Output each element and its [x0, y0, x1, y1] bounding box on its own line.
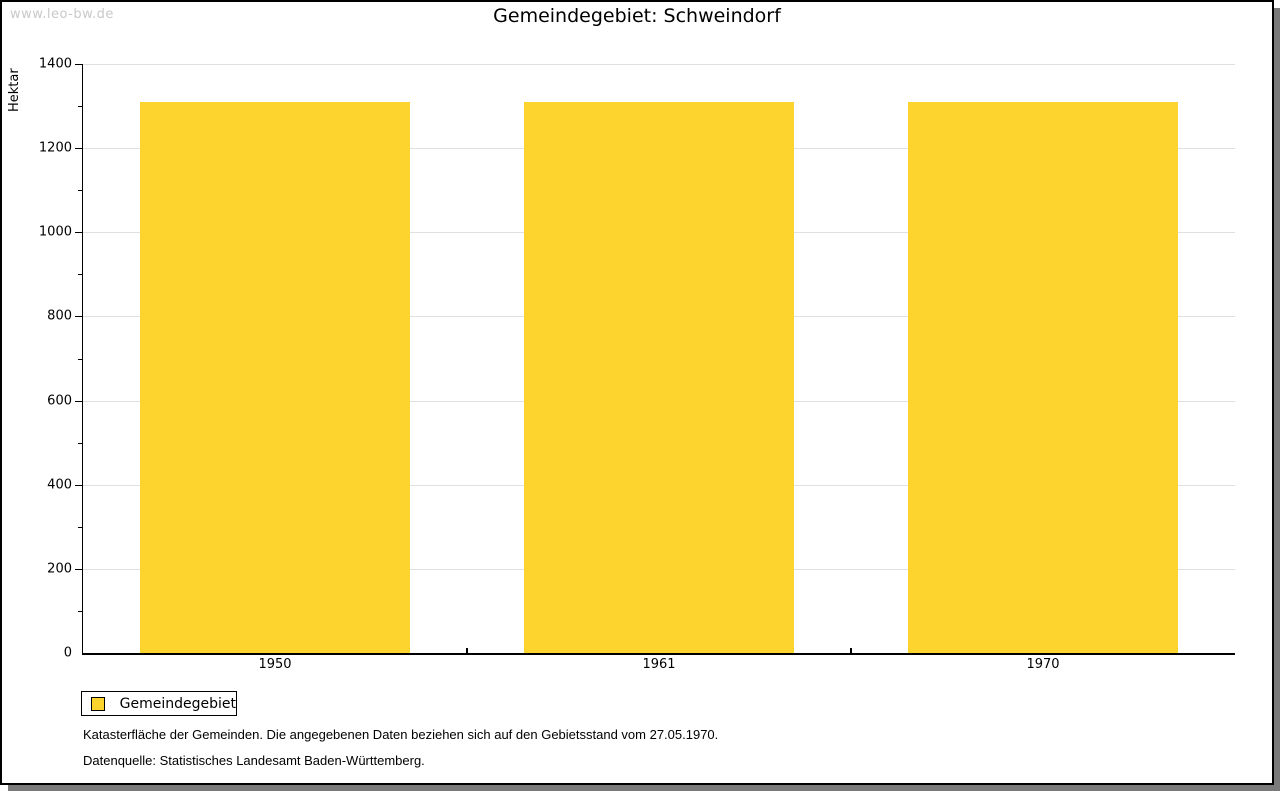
y-axis-minor-tick-300 — [78, 526, 83, 528]
y-axis-tick-label-1000: 1000 — [38, 224, 72, 240]
y-axis-major-tick-400 — [75, 484, 83, 486]
x-axis-label-1950: 1950 — [258, 657, 292, 672]
y-axis-major-tick-1400 — [75, 64, 83, 65]
y-axis-tick-label-400: 400 — [47, 477, 72, 493]
y-axis-minor-tick-1100 — [78, 190, 83, 192]
chart-title: Gemeindegebiet: Schweindorf — [493, 5, 781, 27]
x-axis-label-1961: 1961 — [642, 657, 676, 672]
y-axis-tick-label-0: 0 — [63, 645, 72, 661]
legend: Gemeindegebiet — [81, 691, 237, 716]
x-axis-tick-1 — [466, 648, 468, 653]
y-axis-major-tick-1000 — [75, 232, 83, 234]
bar-1961 — [524, 101, 794, 653]
y-axis-major-tick-200 — [75, 568, 83, 570]
x-axis-label-1970: 1970 — [1026, 657, 1060, 672]
y-axis-minor-tick-500 — [78, 442, 83, 444]
plot-area: 0 200 400 600 800 1000 1200 1400 1950 1961 1970 — [39, 57, 1235, 672]
y-axis-minor-tick-900 — [78, 274, 83, 276]
y-axis-tick-label-1200: 1200 — [38, 140, 72, 156]
y-axis-tick-label-800: 800 — [47, 308, 72, 324]
watermark: www.leo-bw.de — [10, 7, 114, 22]
y-axis-tick-label-200: 200 — [47, 561, 72, 577]
y-axis-major-tick-600 — [75, 400, 83, 402]
y-axis-minor-tick-100 — [78, 610, 83, 612]
gridline-y-1400 — [83, 64, 1235, 65]
y-axis-major-tick-800 — [75, 316, 83, 318]
legend-swatch-gemeindegebiet — [91, 696, 105, 711]
y-axis-minor-tick-700 — [78, 358, 83, 360]
footnote-datasource: Datenquelle: Statistisches Landesamt Bad… — [83, 753, 425, 768]
bar-1950 — [140, 101, 410, 653]
y-axis-major-tick-1200 — [75, 148, 83, 150]
y-axis-tick-label-600: 600 — [47, 393, 72, 409]
y-axis-label: Hektar — [7, 68, 22, 112]
x-axis-tick-2 — [850, 648, 852, 653]
legend-label: Gemeindegebiet — [119, 695, 236, 712]
bar-1970 — [908, 101, 1178, 653]
y-axis-tick-label-1400: 1400 — [38, 56, 72, 72]
y-axis-minor-tick-1300 — [78, 106, 83, 108]
footnote-description: Katasterfläche der Gemeinden. Die angege… — [83, 727, 719, 742]
